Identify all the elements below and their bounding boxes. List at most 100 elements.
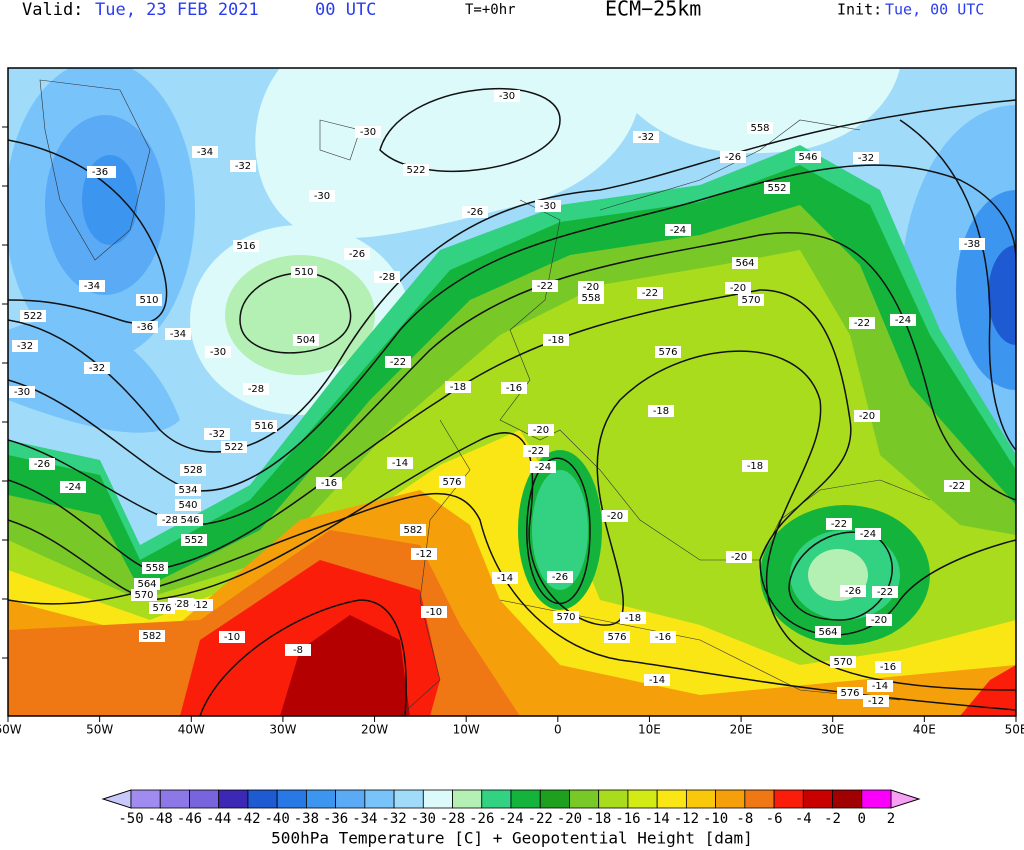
contour-label-box <box>849 317 875 329</box>
contour-label-box <box>872 586 898 598</box>
forecast-step: T=+0hr <box>465 2 516 18</box>
contour-label: -22 <box>528 446 544 457</box>
colorbar-tick-label: -46 <box>177 811 202 827</box>
contour-label-box <box>180 464 206 476</box>
contour-label: 546 <box>180 515 199 526</box>
contour-label: -26 <box>34 459 50 470</box>
contour-label-box <box>374 271 400 283</box>
contour-label: -8 <box>293 645 303 656</box>
colorbar-tick-label: -50 <box>118 811 143 827</box>
contour-label: -32 <box>89 363 105 374</box>
contour-label: 522 <box>406 165 425 176</box>
colorbar-box <box>744 789 775 809</box>
contour-label: -22 <box>854 318 870 329</box>
contour-label-box <box>175 484 201 496</box>
contour-label-box <box>403 164 429 176</box>
colorbar-tick-label: -14 <box>645 811 670 827</box>
contour-label-box <box>890 314 916 326</box>
contour-label-box <box>826 518 852 530</box>
colorbar-box <box>189 789 220 809</box>
colorbar-box <box>452 789 483 809</box>
contour-label-box <box>720 151 746 163</box>
contour-label-box <box>355 126 381 138</box>
contour-label: -38 <box>964 239 980 250</box>
contour-label-box <box>219 631 245 643</box>
colorbar-box <box>335 789 366 809</box>
contour-label-box <box>177 514 203 526</box>
contour-label: -12 <box>192 600 208 611</box>
contour-label: -14 <box>392 458 408 469</box>
contour-label: -30 <box>540 201 556 212</box>
colorbar-tick-label: 0 <box>858 811 866 827</box>
contour-label: -14 <box>872 681 888 692</box>
contour-label-box <box>644 674 670 686</box>
contour-label-box <box>553 611 579 623</box>
contour-label: 576 <box>658 347 677 358</box>
colorbar-box <box>715 789 746 809</box>
contour-label: -26 <box>349 249 365 260</box>
contour-label: 570 <box>741 295 760 306</box>
contour-label-box <box>959 238 985 250</box>
colorbar-tick-label: -44 <box>206 811 231 827</box>
contour-label: -26 <box>467 207 483 218</box>
contour-label: 522 <box>23 311 42 322</box>
contour-label: -22 <box>831 519 847 530</box>
contour-label: 564 <box>137 579 156 590</box>
contour-label: -16 <box>506 383 522 394</box>
contour-label: -24 <box>65 482 81 493</box>
contour-label: -32 <box>17 341 33 352</box>
colorbar-tick-label: -26 <box>469 811 494 827</box>
contour-label-box <box>445 381 471 393</box>
colorbar-box <box>305 789 337 809</box>
contour-label-box <box>131 589 157 601</box>
contour-label-box <box>795 151 821 163</box>
init-label: Init: <box>837 1 882 19</box>
contour-label: -26 <box>725 152 741 163</box>
contour-label-box <box>251 420 277 432</box>
contour-label: -28 <box>379 272 395 283</box>
contour-label-box <box>742 460 768 472</box>
contour-label-box <box>620 612 646 624</box>
contour-label-box <box>944 480 970 492</box>
contour-label-box <box>738 294 764 306</box>
contour-label: 564 <box>818 627 837 638</box>
contour-label: 504 <box>296 335 315 346</box>
colorbar-tick-label: -30 <box>411 811 436 827</box>
colorbar-tick-label: -20 <box>557 811 582 827</box>
contour-label-box <box>157 514 183 526</box>
contour-label: -24 <box>895 315 911 326</box>
contour-label-box <box>29 458 55 470</box>
contour-label: -28 <box>162 515 178 526</box>
colorbar-box <box>364 789 395 809</box>
contour-label-box <box>316 477 342 489</box>
contour-label: -18 <box>450 382 466 393</box>
contour-label: -24 <box>670 225 686 236</box>
contour-label: 576 <box>840 688 859 699</box>
contour-label: 516 <box>254 421 273 432</box>
contour-label: 522 <box>224 442 243 453</box>
contour-label: 552 <box>767 183 786 194</box>
contour-label: -32 <box>235 161 251 172</box>
contour-label-box <box>840 585 866 597</box>
contour-labels: -30 -30 -34 -32 -38 -30 -26 -30 -32 -26 -32 -24 -26 -… <box>9 90 985 707</box>
contour-label-box <box>421 606 447 618</box>
contour-label-box <box>648 405 674 417</box>
contour-label-box <box>875 661 901 673</box>
contour-label-box <box>494 90 520 102</box>
contour-label-box <box>411 548 437 560</box>
contour-label: -22 <box>642 288 658 299</box>
colorbar-tick-label: -38 <box>294 811 319 827</box>
contour-label-box <box>12 340 38 352</box>
colorbar-tick-label: -32 <box>381 811 406 827</box>
contour-label-box <box>655 346 681 358</box>
contour-label: 528 <box>183 465 202 476</box>
contour-label-box <box>523 445 549 457</box>
contour-label: -20 <box>731 552 747 563</box>
contour-label: -30 <box>499 91 515 102</box>
colorbar-tick-label: -18 <box>586 811 611 827</box>
map-frame <box>7 67 1017 717</box>
contour-label-box <box>87 166 113 178</box>
contour-label-box <box>863 695 889 707</box>
